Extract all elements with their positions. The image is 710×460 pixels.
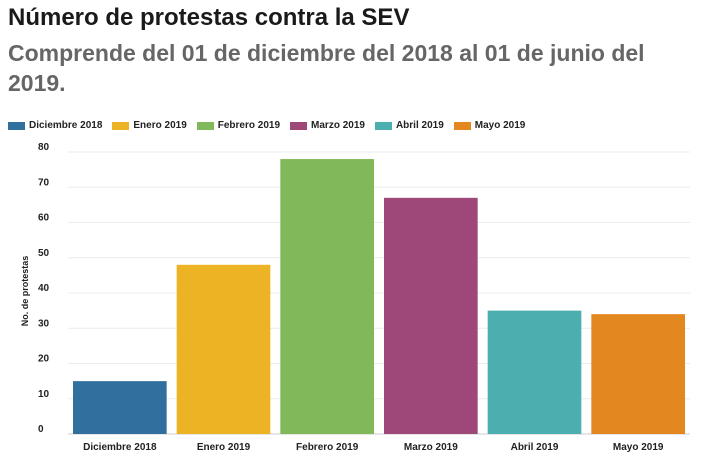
- legend-label: Enero 2019: [133, 120, 187, 131]
- gridlines: [68, 151, 690, 435]
- y-tick-label: 80: [38, 142, 50, 153]
- legend-swatch: [374, 121, 392, 130]
- legend-label: Abril 2019: [395, 120, 444, 131]
- y-tick-label: 20: [38, 354, 50, 365]
- chart-subtitle: Comprende del 01 de diciembre del 2018 a…: [8, 40, 645, 96]
- y-axis-ticks: 0 10 20 30 40 50 60 70 80: [38, 142, 50, 435]
- x-axis-ticks: Diciembre 2018 Enero 2019 Febrero 2019 Marz…: [83, 442, 664, 453]
- x-tick-label: Marzo 2019: [404, 442, 458, 453]
- y-tick-label: 40: [38, 283, 50, 294]
- bar[interactable]: [73, 381, 167, 434]
- legend-swatch: [196, 121, 214, 130]
- x-tick-label: Mayo 2019: [613, 442, 664, 453]
- y-tick-label: 60: [38, 213, 50, 224]
- legend: Diciembre 2018 Enero 2019 Febrero 2019 M…: [8, 120, 525, 131]
- legend-item[interactable]: Mayo 2019: [453, 120, 526, 131]
- legend-label: Diciembre 2018: [29, 120, 103, 131]
- y-tick-label: 70: [38, 177, 50, 188]
- y-tick-label: 10: [38, 389, 50, 400]
- y-axis-label: No. de protestas: [20, 256, 30, 327]
- legend-swatch: [8, 121, 25, 130]
- legend-item[interactable]: Febrero 2019: [196, 120, 281, 131]
- x-tick-label: Diciembre 2018: [83, 442, 157, 453]
- bar[interactable]: [280, 159, 374, 435]
- legend-label: Febrero 2019: [217, 120, 281, 131]
- bars: [73, 159, 685, 435]
- bar[interactable]: [591, 314, 685, 434]
- y-tick-label: 50: [38, 248, 50, 259]
- x-tick-label: Enero 2019: [197, 442, 251, 453]
- bar[interactable]: [176, 264, 271, 434]
- legend-item[interactable]: Abril 2019: [374, 120, 444, 131]
- bar[interactable]: [384, 197, 478, 434]
- legend-label: Mayo 2019: [474, 120, 526, 131]
- legend-item[interactable]: Marzo 2019: [290, 120, 365, 131]
- legend-swatch: [453, 121, 471, 130]
- x-tick-label: Abril 2019: [511, 442, 559, 453]
- bar[interactable]: [487, 310, 582, 434]
- legend-item[interactable]: Enero 2019: [112, 120, 187, 131]
- legend-label: Marzo 2019: [311, 120, 365, 131]
- legend-swatch: [112, 121, 130, 130]
- legend-item[interactable]: Diciembre 2018: [8, 120, 102, 131]
- y-tick-label: 0: [38, 424, 44, 435]
- x-tick-label: Febrero 2019: [296, 442, 359, 453]
- chart-title: Número de protestas contra la SEV: [8, 4, 410, 31]
- y-tick-label: 30: [38, 318, 50, 329]
- legend-swatch: [290, 121, 308, 130]
